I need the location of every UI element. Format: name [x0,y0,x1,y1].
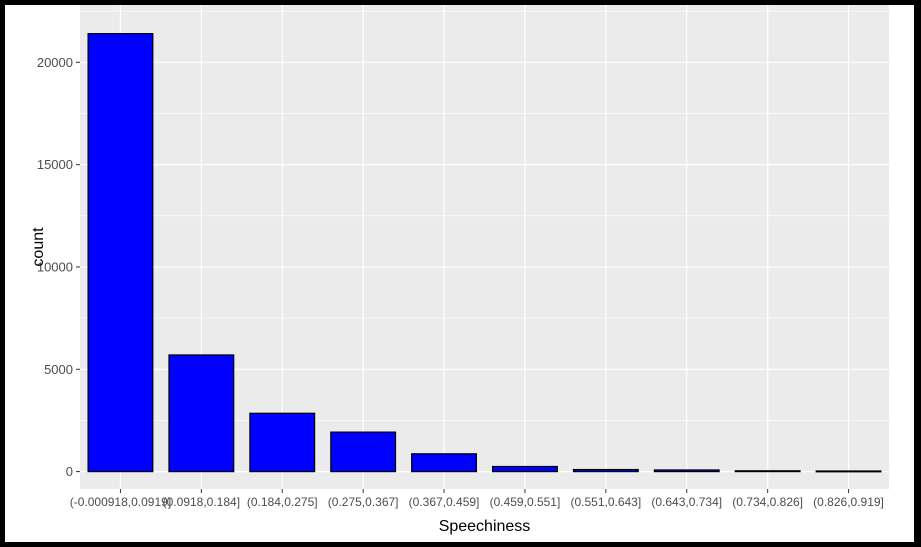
bar [572,468,639,473]
x-tick-label: (0.0918,0.184] [163,495,240,509]
y-axis: 0 5000 10000 15000 20000 [37,55,80,479]
x-tick-label: (0.643,0.734] [651,495,722,509]
x-tick-label: (0.734,0.826] [732,495,803,509]
x-tick-label: (0.459,0.551] [490,495,561,509]
x-tick-label: (0.184,0.275] [247,495,318,509]
y-tick-label: 10000 [37,259,73,274]
x-axis-title: Speechiness [439,518,531,535]
x-tick-label: (0.551,0.643] [570,495,641,509]
bar [168,354,235,473]
bar [330,431,397,473]
bar [734,470,801,473]
y-axis-title: count [30,227,47,267]
x-tick-label: (0.826,0.919] [813,495,884,509]
bar [87,33,154,473]
bar [653,469,720,473]
y-tick-label: 5000 [44,362,73,377]
bar [815,470,882,473]
chart-frame: 0 5000 10000 15000 20000 (-0.000918,0.0919](… [5,5,914,542]
x-axis: (-0.000918,0.0919](0.0918,0.184] (0.184,0… [70,489,884,509]
bars [87,33,882,473]
bar [249,412,316,473]
y-tick-label: 15000 [37,157,73,172]
bar [411,453,478,473]
x-tick-label: (-0.000918,0.0919] [70,495,171,509]
x-tick-label: (0.275,0.367] [328,495,399,509]
y-tick-label: 0 [66,464,73,479]
x-tick-label: (0.367,0.459] [409,495,480,509]
bar [491,465,558,473]
y-tick-label: 20000 [37,55,73,70]
